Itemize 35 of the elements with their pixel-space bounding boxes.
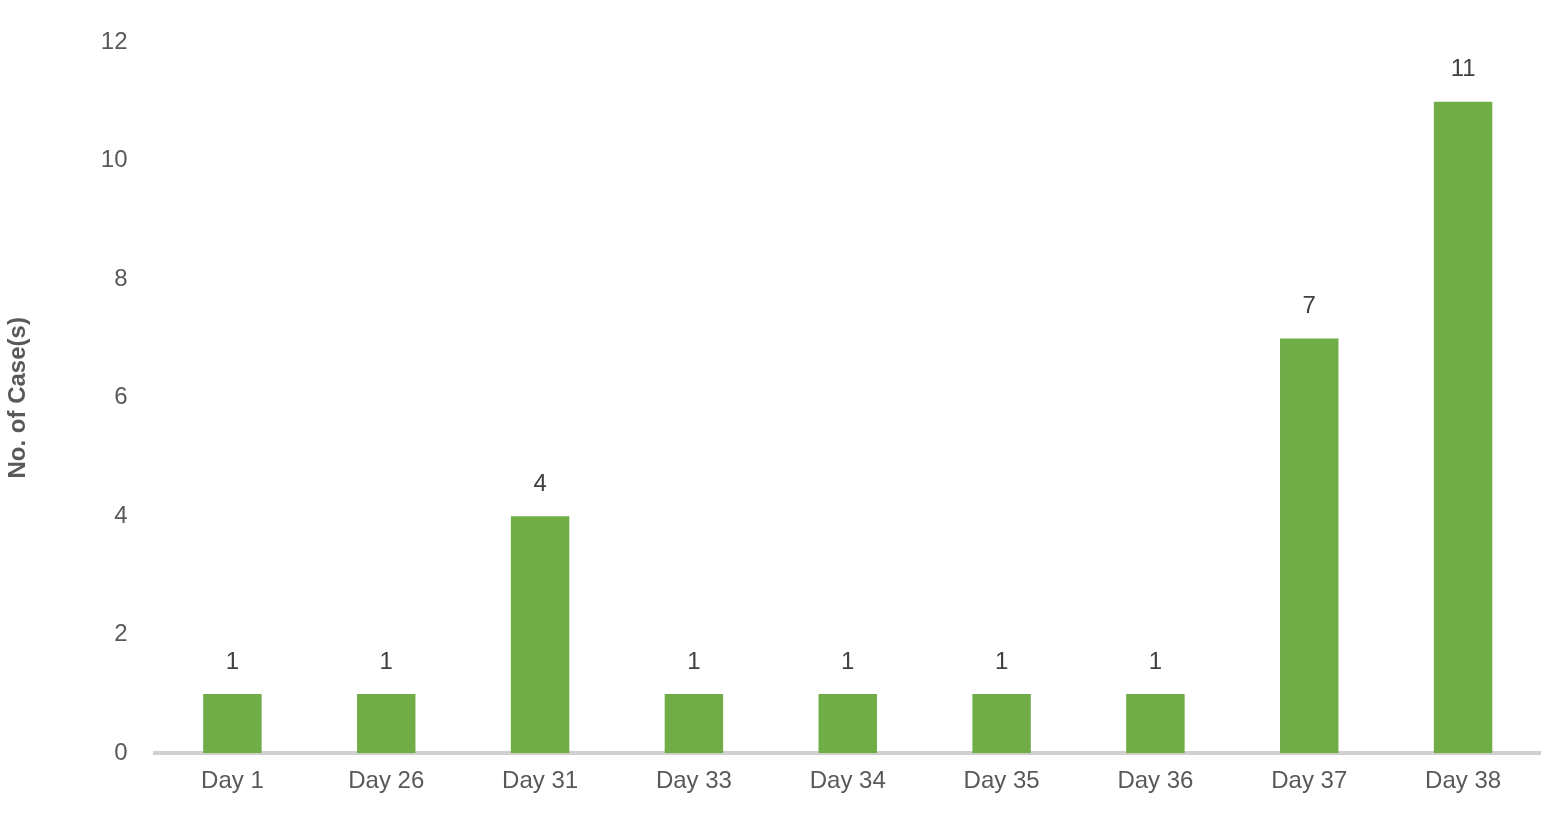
y-tick-label: 8 [114, 263, 128, 291]
data-label: 7 [1302, 291, 1316, 319]
data-label: 4 [533, 468, 547, 496]
bar [203, 693, 262, 754]
data-label: 1 [379, 646, 393, 674]
data-label: 11 [1450, 54, 1476, 82]
x-tick-label: Day 33 [655, 766, 732, 794]
bar [1280, 338, 1339, 754]
data-label: 1 [841, 646, 855, 674]
y-axis-title: No. of Case(s) [3, 317, 31, 479]
bar [664, 693, 724, 754]
data-label: 1 [994, 646, 1009, 674]
y-tick-label: 10 [100, 145, 128, 173]
x-tick-label: Day 35 [963, 766, 1040, 794]
x-tick-label: Day 1 [201, 766, 264, 794]
x-tick-label: Day 31 [502, 766, 579, 794]
y-tick-label: 2 [114, 619, 128, 647]
x-tick-label: Day 34 [809, 766, 886, 794]
bar [1126, 693, 1185, 754]
bar [510, 516, 570, 754]
data-label: 1 [1148, 646, 1163, 674]
data-label: 1 [687, 646, 701, 674]
y-tick-label: 6 [114, 382, 128, 410]
x-tick-label: Day 26 [348, 766, 425, 794]
y-tick-label: 12 [100, 27, 128, 55]
x-tick-label: Day 36 [1117, 766, 1194, 794]
data-label: 1 [225, 646, 240, 674]
bar [1433, 101, 1493, 754]
x-tick-label: Day 37 [1271, 766, 1348, 794]
bar [972, 693, 1031, 754]
bar [818, 693, 877, 754]
y-tick-label: 4 [114, 500, 128, 528]
bar [357, 693, 416, 754]
x-tick-label: Day 38 [1425, 766, 1502, 794]
y-tick-label: 0 [114, 737, 128, 765]
